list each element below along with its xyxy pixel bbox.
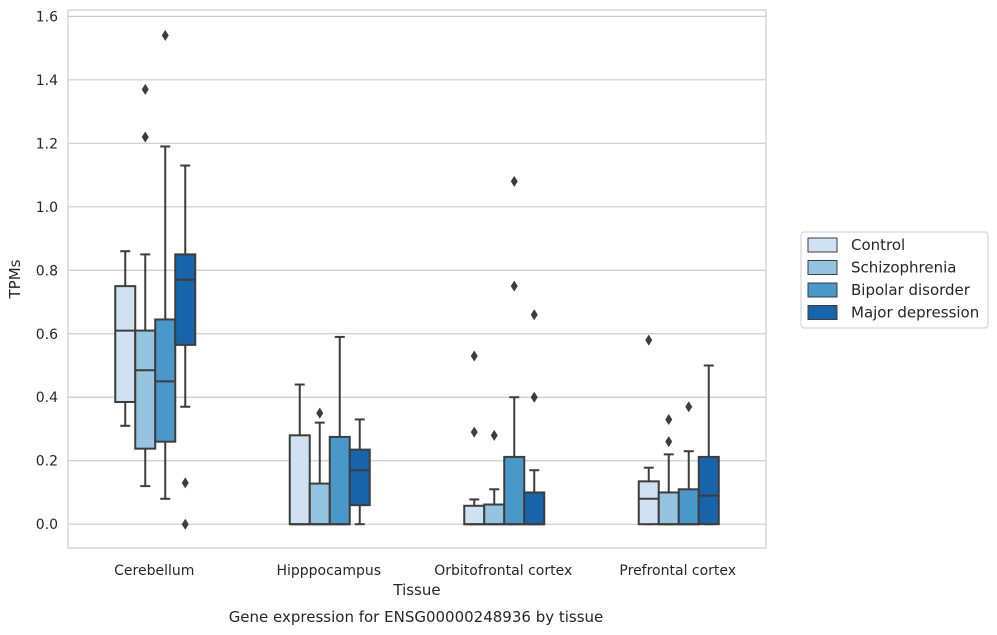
box [463, 504, 486, 526]
chart-caption: Gene expression for ENSG00000248936 by t… [229, 608, 604, 626]
outlier-point [470, 350, 478, 362]
box-3-0 [637, 334, 660, 526]
box [174, 253, 197, 346]
legend-frame [800, 231, 989, 329]
legend-swatch [807, 282, 838, 298]
box [114, 285, 137, 403]
x-tick-label: Cerebellum [114, 563, 194, 579]
legend: Control Schizophrenia Bipolar disorder Majo… [800, 231, 989, 329]
box-2-3 [523, 309, 546, 526]
plot-frame [67, 9, 767, 549]
outlier-point [510, 280, 518, 292]
x-tick-label: Hipppocampus [276, 563, 381, 579]
box-3-3 [697, 364, 720, 526]
box-2-2 [503, 175, 526, 526]
box-2-0 [463, 350, 486, 526]
box-1-3 [348, 418, 371, 526]
outlier-point [470, 426, 478, 438]
box-0-2 [154, 29, 177, 500]
outlier-point [530, 391, 538, 403]
box-1-0 [288, 383, 311, 526]
outlier-point [645, 334, 653, 346]
outlier-point [685, 401, 693, 413]
outlier-point [665, 413, 673, 425]
outlier-point [510, 175, 518, 187]
box-0-3 [174, 164, 197, 530]
y-tick-label: 0.4 [36, 390, 58, 406]
box [523, 491, 546, 526]
gridlines [68, 15, 766, 525]
box [677, 488, 700, 526]
y-tick-label: 1.4 [36, 73, 58, 89]
boxes [114, 29, 720, 530]
box [348, 448, 371, 507]
outlier-point [141, 83, 149, 95]
box-2-1 [483, 429, 506, 526]
y-tick-label: 1.6 [36, 9, 58, 25]
x-tick-labels: Cerebellum Hipppocampus Orbitofrontal cort… [114, 563, 736, 579]
x-tick-label: Prefrontal cortex [619, 563, 736, 579]
box-1-1 [308, 407, 331, 526]
legend-label: Bipolar disorder [851, 281, 971, 299]
outlier-point [490, 429, 498, 441]
box-3-1 [657, 413, 680, 526]
legend-label: Schizophrenia [851, 259, 956, 277]
outlier-point [161, 29, 169, 41]
box [288, 434, 311, 526]
box [134, 329, 157, 450]
y-tick-label: 0.0 [36, 517, 58, 533]
legend-swatch [807, 260, 838, 275]
box [483, 503, 506, 526]
y-tick-label: 0.2 [36, 454, 58, 470]
outlier-point [141, 131, 149, 143]
y-tick-label: 0.8 [36, 263, 58, 279]
y-tick-label: 1.0 [36, 200, 58, 216]
box-0-0 [114, 250, 137, 427]
x-axis-label: Tissue [392, 581, 440, 599]
box [503, 455, 526, 526]
box [328, 435, 351, 526]
y-axis-label: TPMs [6, 259, 24, 299]
y-tick-label: 1.2 [36, 136, 58, 152]
y-tick-label: 0.6 [36, 327, 58, 343]
y-tick-labels: 0.0 0.2 0.4 0.6 0.8 1.0 1.2 1.4 1.6 [36, 9, 58, 533]
outlier-point [181, 477, 189, 489]
box [657, 491, 680, 526]
box-1-2 [328, 335, 351, 526]
box-0-1 [134, 83, 157, 488]
legend-swatch [807, 305, 838, 320]
box [697, 455, 720, 526]
box [637, 480, 660, 526]
outlier-point [665, 436, 673, 448]
outlier-point [316, 407, 324, 419]
legend-swatch [807, 237, 838, 253]
outlier-point [181, 518, 189, 530]
legend-label: Control [851, 236, 905, 254]
box [308, 482, 331, 526]
outlier-point [530, 309, 538, 321]
x-tick-label: Orbitofrontal cortex [434, 563, 572, 579]
box-3-2 [677, 401, 700, 526]
legend-label: Major depression [851, 304, 979, 322]
